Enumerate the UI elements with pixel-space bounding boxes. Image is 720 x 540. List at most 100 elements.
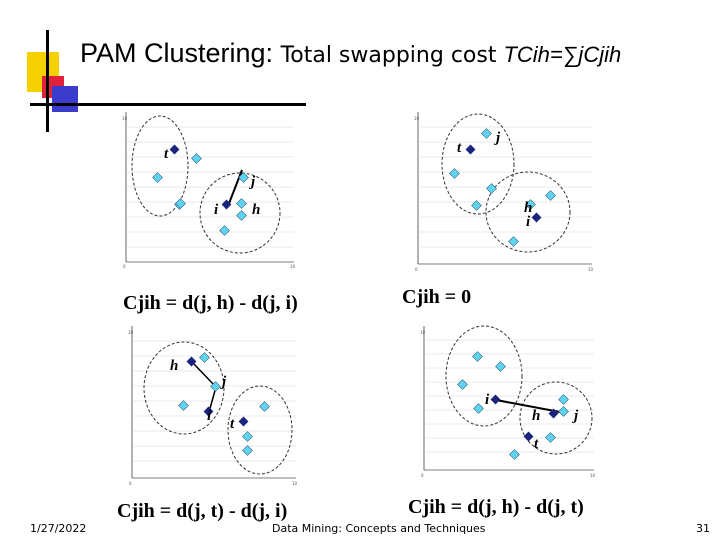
- label-i: i: [526, 214, 531, 230]
- x-tick: 10: [290, 264, 296, 269]
- data-point: [236, 198, 247, 209]
- formula-panel-1: Cjih = d(j, h) - d(j, i): [123, 292, 298, 314]
- label-j: j: [220, 374, 227, 390]
- medoid-point: [169, 144, 180, 155]
- label-i: i: [214, 202, 219, 218]
- x-tick: 0: [415, 267, 418, 272]
- data-point: [457, 379, 468, 390]
- points: [457, 351, 569, 460]
- label-t: t: [164, 146, 169, 162]
- formula-panel-4: Cjih = d(j, h) - d(j, t): [408, 496, 584, 518]
- title-main: PAM Clustering:: [80, 38, 281, 68]
- label-h: h: [252, 202, 260, 218]
- footer-page-number: 31: [696, 522, 710, 535]
- cluster-ellipse: [227, 385, 293, 475]
- formula-panel-2: Cjih = 0: [402, 286, 472, 308]
- data-point: [259, 401, 270, 412]
- cluster-ellipse: [445, 325, 523, 427]
- deco-vertical-rule: [46, 30, 49, 132]
- deco-blue-square: [52, 86, 78, 112]
- label-t: t: [534, 436, 539, 452]
- data-point: [545, 190, 556, 201]
- points: [152, 153, 249, 236]
- formula-panel-3: Cjih = d(j, t) - d(j, i): [117, 500, 288, 522]
- panel-top-left: 10 0 10 t i j h: [110, 108, 300, 278]
- data-point: [242, 431, 253, 442]
- label-t: t: [457, 140, 462, 156]
- medoid-point: [523, 431, 534, 442]
- x-tick: 10: [588, 267, 594, 272]
- scatter-plot-1: 10 0 10 t i j h: [110, 108, 300, 278]
- data-point: [191, 153, 202, 164]
- y-tick: 10: [414, 116, 420, 121]
- data-point: [242, 445, 253, 456]
- distance-line: [495, 399, 561, 413]
- x-tick: 0: [421, 473, 424, 478]
- gridlines: [132, 340, 296, 462]
- data-point: [558, 406, 569, 417]
- points: [178, 352, 270, 456]
- data-point: [199, 352, 210, 363]
- label-t: t: [230, 416, 235, 432]
- panel-bottom-right: 10 0 10 i h j t: [408, 320, 600, 484]
- data-point: [558, 394, 569, 405]
- cluster-ellipse: [143, 341, 225, 435]
- distance-line: [208, 386, 217, 413]
- x-tick: 10: [590, 473, 596, 478]
- data-point: [509, 449, 520, 460]
- panel-bottom-left: 10 0 10 h j i t: [116, 320, 302, 488]
- data-point: [236, 210, 247, 221]
- distance-line: [191, 361, 217, 388]
- data-point: [481, 128, 492, 139]
- data-point: [472, 351, 483, 362]
- data-point: [545, 432, 556, 443]
- y-tick: 10: [122, 116, 128, 121]
- y-tick: 10: [128, 330, 134, 335]
- cluster-ellipse: [485, 171, 571, 253]
- label-j: j: [249, 174, 256, 190]
- data-point: [210, 381, 221, 392]
- cluster-ellipse: [131, 115, 189, 217]
- x-tick: 0: [123, 264, 126, 269]
- label-h: h: [524, 200, 532, 216]
- title-formula: TCih=∑jCjih: [503, 42, 622, 67]
- medoid-point: [548, 408, 559, 419]
- data-point: [471, 200, 482, 211]
- points: [449, 128, 556, 247]
- data-point: [238, 172, 249, 183]
- medoid-point: [238, 416, 249, 427]
- footer-course: Data Mining: Concepts and Techniques: [272, 522, 486, 535]
- data-point: [508, 236, 519, 247]
- scatter-plot-3: 10 0 10 h j i t: [116, 320, 302, 488]
- label-i: i: [485, 392, 490, 408]
- data-point: [473, 403, 484, 414]
- data-point: [495, 361, 506, 372]
- panel-top-right: 10 0 10 t j h i: [400, 104, 600, 276]
- cluster-ellipse: [519, 381, 593, 455]
- medoids: [169, 144, 232, 210]
- scatter-plot-4: 10 0 10 i h j t: [408, 320, 600, 484]
- plot-bg: [116, 320, 302, 488]
- medoid-point: [203, 406, 214, 417]
- data-point: [152, 172, 163, 183]
- medoid-point: [531, 212, 542, 223]
- plot-bg: [400, 104, 600, 276]
- label-h: h: [170, 358, 178, 374]
- label-j: j: [572, 408, 579, 424]
- page-title: PAM Clustering: Total swapping cost TCih…: [80, 38, 621, 69]
- label-j: j: [494, 130, 501, 146]
- medoid-point: [221, 199, 232, 210]
- distance-line: [227, 169, 243, 207]
- footer-date: 1/27/2022: [30, 522, 87, 535]
- gridlines: [126, 126, 294, 248]
- data-point: [175, 198, 186, 209]
- gridlines: [418, 126, 592, 248]
- x-tick: 0: [129, 481, 132, 486]
- label-i: i: [207, 408, 212, 424]
- cluster-ellipse: [441, 113, 515, 215]
- cluster-ellipse: [199, 172, 281, 254]
- x-tick: 10: [292, 481, 298, 486]
- y-tick: 10: [420, 330, 426, 335]
- scatter-plot-2: 10 0 10 t j h i: [400, 104, 600, 276]
- deco-horizontal-rule: [30, 103, 306, 106]
